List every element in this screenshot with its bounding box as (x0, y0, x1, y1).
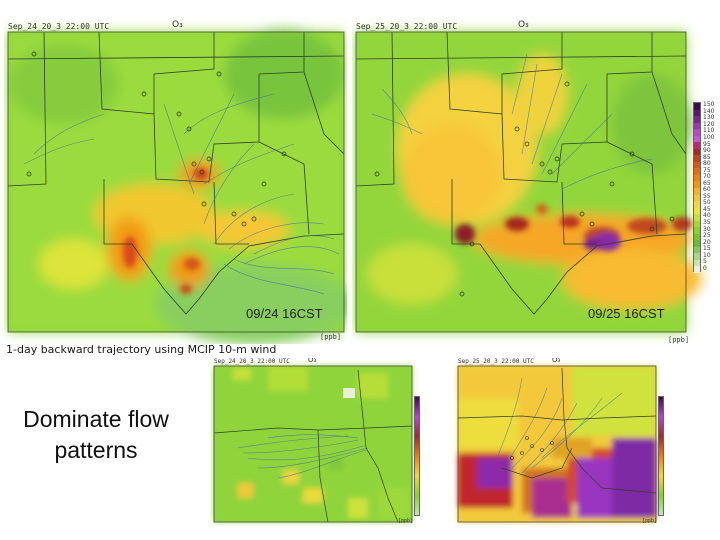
colorbar-swatch (694, 155, 700, 163)
colorbar-tick-label: 50 (703, 199, 711, 207)
species-label: O₃ (552, 358, 561, 364)
colorbar-swatch (694, 122, 700, 130)
time-stamp: 09/24 16CST (246, 306, 323, 321)
small-colorbar (414, 396, 420, 516)
colorbar-tick-label: 130 (703, 114, 715, 122)
colorbar-swatch (694, 214, 700, 222)
colorbar-swatch (694, 174, 700, 182)
colorbar-tick-label: 0 (703, 264, 707, 272)
ozone-map-sep24 (7, 29, 347, 344)
colorbar-swatch (694, 240, 700, 248)
ozone-map-small-sep25 (457, 365, 657, 523)
colorbar-ticks: 150 140 130 120 110 100 95 90 85 80 75 70 65 60 55 50 45… (703, 102, 715, 272)
map-header: Sep_24_20_3 22:00 UTC (214, 358, 290, 365)
colorbar-swatch (694, 109, 700, 117)
ozone-map-panel-sep25: Sep_25_20_3 22:00 UTC O₃ 09/25 16CST [pp… (352, 14, 716, 346)
colorbar-tick-label: 5 (703, 258, 707, 266)
colorbar-tick-label: 35 (703, 218, 711, 226)
ozone-map-panel-small-sep24: Sep_24_20_3 22:00 UTC O₃ [ppb] (208, 358, 432, 526)
flow-caption-line-2: patterns (54, 437, 138, 463)
flow-caption-line-1: Dominate flow (23, 406, 169, 432)
trajectory-caption: 1-day backward trajectory using MCIP 10-… (6, 343, 277, 356)
colorbar-tick-label: 85 (703, 153, 711, 161)
colorbar-tick-label: 120 (703, 120, 715, 128)
colorbar-swatch (694, 103, 700, 111)
colorbar-tick-label: 110 (703, 127, 715, 135)
ozone-colorbar: 150 140 130 120 110 100 95 90 85 80 75 70 65 60 55 50 45… (693, 102, 715, 274)
ozone-map-panel-sep24: Sep_24_20_3 22:00 UTC O₃ 09/24 16CST [pp… (4, 14, 347, 344)
colorbar-tick-label: 15 (703, 245, 711, 253)
colorbar-swatch (694, 246, 700, 254)
colorbar-swatch (694, 220, 700, 228)
colorbar-tick-label: 60 (703, 186, 711, 194)
colorbar-tick-label: 65 (703, 179, 711, 187)
colorbar-tick-label: 100 (703, 133, 715, 141)
colorbar-swatch (694, 259, 700, 267)
colorbar-swatch (694, 129, 700, 137)
map-header: Sep_25_20_3 22:00 UTC (356, 22, 458, 31)
colorbar-swatches (693, 102, 701, 274)
colorbar-swatch (694, 148, 700, 156)
colorbar-swatch (694, 188, 700, 196)
colorbar-tick-label: 20 (703, 238, 711, 246)
colorbar-swatch (694, 227, 700, 235)
flow-patterns-caption: Dominate flow patterns (6, 404, 186, 466)
colorbar-swatch (694, 135, 700, 143)
time-stamp: 09/25 16CST (588, 306, 665, 321)
colorbar-swatch (694, 266, 700, 274)
colorbar-swatch (694, 233, 700, 241)
colorbar-swatch (694, 253, 700, 261)
species-label: O₃ (172, 20, 183, 30)
colorbar-swatch (694, 194, 700, 202)
colorbar-swatch (694, 201, 700, 209)
unit-label: [ppb] (398, 518, 414, 524)
colorbar-tick-label: 140 (703, 107, 715, 115)
colorbar-tick-label: 25 (703, 232, 711, 240)
ozone-map-small-sep24 (213, 365, 413, 523)
species-label: O₃ (518, 20, 529, 30)
colorbar-tick-label: 75 (703, 166, 711, 174)
colorbar-tick-label: 95 (703, 140, 711, 148)
colorbar-tick-label: 30 (703, 225, 711, 233)
colorbar-tick-label: 55 (703, 192, 711, 200)
map-header: Sep_25_20_3 22:00 UTC (458, 358, 534, 365)
colorbar-tick-label: 90 (703, 147, 711, 155)
colorbar-tick-label: 80 (703, 160, 711, 168)
small-colorbar (658, 396, 664, 516)
species-label: O₃ (308, 358, 317, 364)
colorbar-tick-label: 150 (703, 101, 715, 109)
colorbar-swatch (694, 168, 700, 176)
colorbar-swatch (694, 161, 700, 169)
ozone-map-panel-small-sep25: Sep_25_20_3 22:00 UTC O₃ [ppb] (452, 358, 668, 526)
colorbar-swatch (694, 181, 700, 189)
unit-label: [ppb] (668, 336, 690, 344)
colorbar-tick-label: 10 (703, 251, 711, 259)
ozone-map-sep25 (355, 31, 702, 333)
colorbar-tick-label: 40 (703, 212, 711, 220)
colorbar-swatch (694, 142, 700, 150)
map-header: Sep_24_20_3 22:00 UTC (8, 22, 110, 31)
unit-label: [ppb] (642, 518, 658, 524)
colorbar-tick-label: 45 (703, 205, 711, 213)
unit-label: [ppb] (320, 333, 342, 341)
colorbar-swatch (694, 116, 700, 124)
colorbar-tick-label: 70 (703, 173, 711, 181)
colorbar-swatch (694, 207, 700, 215)
